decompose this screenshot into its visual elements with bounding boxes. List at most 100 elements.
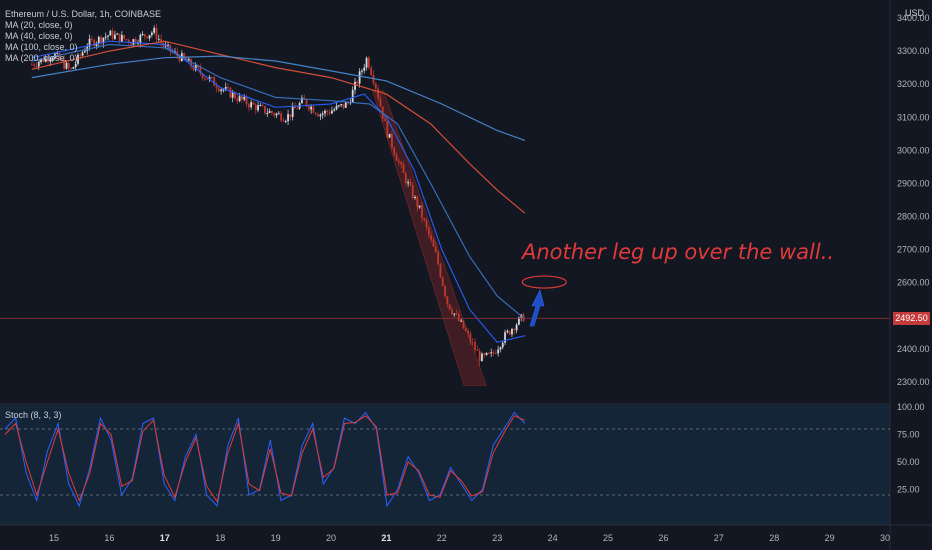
candle-body: [81, 52, 84, 56]
target-ellipse[interactable]: [521, 275, 567, 289]
candle-body: [478, 351, 481, 362]
candle-body: [213, 77, 216, 86]
candle-body: [197, 65, 199, 68]
candle-body: [483, 353, 486, 355]
candle-body: [77, 54, 79, 64]
candle-body: [227, 86, 229, 88]
candle-body: [250, 102, 253, 108]
candle-body: [451, 309, 453, 314]
candle-body: [474, 342, 476, 350]
candle-body: [194, 65, 197, 70]
candle-body: [238, 96, 241, 102]
candle-body: [95, 43, 98, 47]
candle-body: [56, 52, 59, 54]
candle-body: [266, 113, 269, 115]
price-tick-label: 2900.00: [897, 178, 930, 188]
candle-body: [485, 352, 488, 355]
candle-body: [40, 58, 42, 63]
candle-body: [444, 285, 446, 297]
candle-body: [134, 39, 137, 44]
stoch-legend[interactable]: Stoch (8, 3, 3): [5, 410, 62, 420]
candle-body: [236, 98, 239, 102]
candle-body: [344, 102, 347, 108]
legend-ma-20[interactable]: MA (20, close, 0): [5, 20, 73, 30]
up-arrow-icon[interactable]: [529, 289, 545, 327]
candle-body: [289, 114, 292, 117]
chart-title: Ethereum / U.S. Dollar, 1h, COINBASE: [5, 9, 162, 19]
candle-body: [111, 30, 114, 39]
candle-body: [301, 97, 303, 104]
candle-body: [409, 182, 412, 186]
legend-ma-40[interactable]: MA (40, close, 0): [5, 31, 73, 41]
time-tick-label: 30: [880, 533, 890, 543]
candle-body: [457, 313, 460, 321]
candle-body: [222, 89, 225, 91]
candle-body: [215, 85, 218, 89]
candle-body: [284, 121, 287, 123]
candle-body: [74, 63, 77, 68]
legend-ma-200[interactable]: MA (200, close, 0): [5, 53, 78, 63]
candle-body: [240, 96, 243, 100]
candle-body: [282, 120, 285, 122]
candle-body: [268, 111, 271, 114]
candle-body: [508, 330, 511, 335]
time-tick-label: 25: [603, 533, 613, 543]
candle-body: [335, 105, 338, 110]
time-tick-label: 19: [271, 533, 281, 543]
candle-body: [513, 328, 516, 331]
candle-body: [430, 235, 433, 240]
candle-body: [30, 64, 33, 66]
candle-body: [455, 313, 458, 315]
ma-40-line: [31, 43, 526, 320]
candle-body: [494, 353, 497, 355]
candle-body: [363, 67, 366, 71]
candle-body: [402, 164, 405, 173]
candle-body: [367, 57, 370, 68]
candle-body: [208, 77, 211, 80]
candle-body: [127, 39, 130, 44]
candle-body: [100, 36, 102, 44]
annotation-text[interactable]: Another leg up over the wall..: [522, 240, 835, 264]
candle-body: [70, 68, 72, 70]
last-price-tag: 2492.50: [893, 312, 930, 325]
candle-body: [220, 89, 223, 92]
candle-body: [490, 352, 493, 354]
candle-body: [116, 33, 119, 35]
candle-body: [501, 342, 504, 348]
candle-body: [469, 333, 472, 343]
candle-body: [167, 44, 169, 46]
candle-body: [224, 86, 227, 90]
candle-body: [109, 30, 112, 36]
candle-body: [84, 50, 86, 53]
candle-body: [441, 277, 444, 286]
stoch-tick-label: 75.00: [897, 430, 920, 440]
price-tick-label: 3400.00: [897, 13, 930, 23]
price-tick-label: 3100.00: [897, 112, 930, 122]
candle-body: [427, 227, 430, 236]
time-tick-label: 24: [548, 533, 558, 543]
candle-body: [104, 36, 107, 38]
candle-body: [65, 62, 68, 69]
candle-body: [144, 34, 146, 37]
candle-body: [416, 196, 419, 208]
candle-body: [407, 182, 409, 184]
candle-body: [130, 43, 132, 45]
candle-body: [51, 58, 54, 60]
candle-body: [453, 313, 456, 315]
candle-body: [164, 45, 167, 47]
candle-body: [44, 57, 47, 62]
candle-body: [374, 83, 377, 89]
candle-body: [400, 162, 403, 165]
candle-body: [487, 352, 490, 354]
candle-body: [321, 113, 324, 115]
candle-body: [37, 62, 40, 67]
candle-body: [88, 38, 91, 47]
candle-body: [319, 114, 322, 117]
stoch-tick-label: 100.00: [897, 402, 925, 412]
ma-20-line: [31, 40, 526, 343]
candle-body: [296, 108, 299, 110]
candle-body: [90, 38, 93, 40]
legend-ma-100[interactable]: MA (100, close, 0): [5, 42, 78, 52]
candle-body: [217, 88, 220, 92]
